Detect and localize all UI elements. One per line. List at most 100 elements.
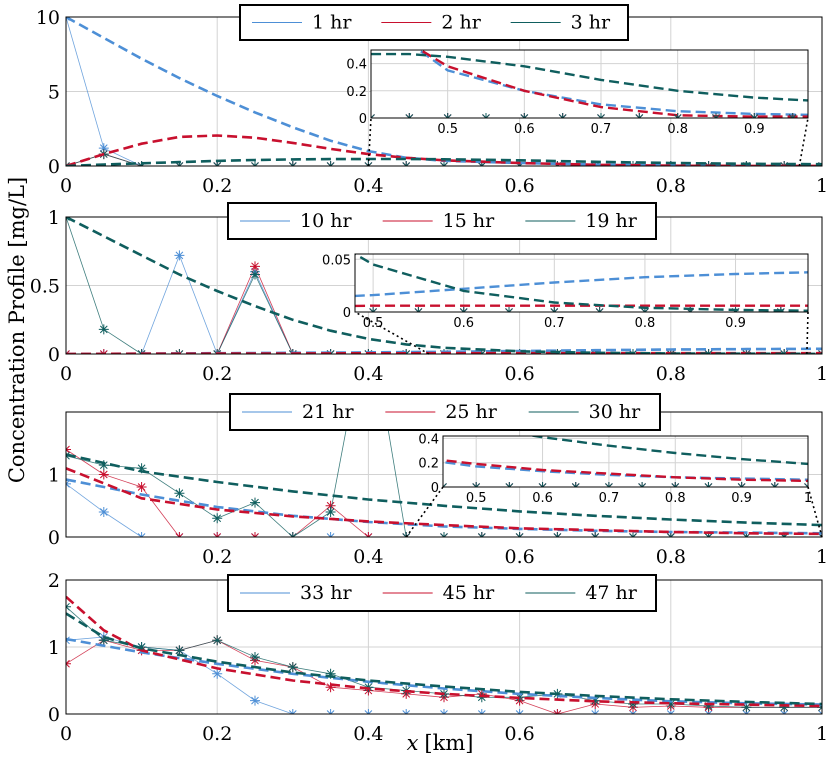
inset-model-curve-3 bbox=[527, 436, 808, 466]
legend-box bbox=[227, 202, 657, 240]
x-tick-label-5: 1 bbox=[816, 723, 828, 745]
y-tick-label-1: 5 bbox=[48, 82, 60, 104]
series-line-1 bbox=[66, 254, 822, 354]
x-tick-label-1: 0.4 bbox=[353, 546, 383, 568]
inset-model-curve-1 bbox=[443, 460, 808, 481]
marker-1-3 bbox=[174, 250, 185, 261]
x-tick-label-0: 0 bbox=[60, 363, 72, 385]
x-tick-label-5: 1 bbox=[816, 175, 828, 197]
marker-3-19 bbox=[779, 702, 790, 713]
inset: 0.5 0.6 0.7 0.8 0.9 0 0.2 0.4 bbox=[346, 49, 809, 167]
marker-1-1 bbox=[98, 507, 109, 517]
x-tick-label-4: 1 bbox=[816, 546, 828, 568]
legend: 1 hr 2 hr 3 hr bbox=[239, 4, 629, 41]
x-tick-label-3: 0.6 bbox=[504, 175, 534, 197]
inset-x-tick-label-1: 0.6 bbox=[453, 316, 474, 331]
x-tick-label-1: 0.2 bbox=[202, 723, 232, 745]
inset-y-tick-label-2: 0.4 bbox=[346, 58, 367, 73]
inset-frame bbox=[442, 435, 809, 488]
marker-2-7 bbox=[325, 500, 336, 511]
legend-label-3: 47 hr bbox=[585, 582, 637, 604]
x-axis-label-var: x bbox=[407, 731, 419, 755]
inset-y-tick-label-0: 0 bbox=[431, 481, 439, 496]
x-tick-label-1: 0.2 bbox=[202, 175, 232, 197]
legend: 21 hr 25 hr 30 hr bbox=[229, 393, 661, 431]
inset-model-curve-1 bbox=[355, 271, 808, 298]
inset-connector-left bbox=[367, 117, 372, 167]
marker-3-11 bbox=[476, 692, 487, 703]
marker-3-7 bbox=[325, 668, 336, 679]
x-tick-label-2: 0.6 bbox=[504, 546, 534, 568]
model-curve-3 bbox=[66, 612, 822, 706]
inset-data bbox=[443, 436, 808, 487]
x-tick-label-4: 0.8 bbox=[656, 175, 686, 197]
marker-3-15 bbox=[628, 698, 638, 709]
inset-connector-right bbox=[806, 311, 809, 355]
marker-2-7 bbox=[325, 682, 336, 693]
legend: 33 hr 45 hr 47 hr bbox=[227, 574, 657, 612]
legend-label-1: 1 hr bbox=[312, 12, 352, 34]
inset-x-tick-label-0: 0.5 bbox=[437, 122, 458, 137]
x-tick-label-1: 0.2 bbox=[202, 363, 232, 385]
legend-label-2: 25 hr bbox=[445, 401, 497, 423]
inset: 0.5 0.6 0.7 0.8 0.9 0 0.05 bbox=[322, 253, 809, 355]
marker-3-5 bbox=[250, 497, 260, 508]
panel-4: 0 0.2 0.4 0.6 0.8 1 0 1 2 33 hr 45 hr 47 hr bbox=[48, 570, 828, 745]
inset-connector-right bbox=[798, 117, 809, 167]
x-axis-label-unit: [km] bbox=[424, 731, 473, 755]
legend: 10 hr 15 hr 19 hr bbox=[227, 202, 657, 240]
x-tick-label-2: 0.4 bbox=[353, 175, 383, 197]
legend-label-1: 33 hr bbox=[300, 582, 352, 604]
x-tick-label-0: 0 bbox=[60, 723, 72, 745]
model-curve-2 bbox=[66, 595, 822, 708]
inset-connector-right bbox=[807, 486, 823, 538]
marker-1-5 bbox=[250, 695, 260, 706]
model-curve-2 bbox=[66, 134, 822, 166]
inset-x-tick-label-1: 0.6 bbox=[514, 122, 535, 137]
inset-x-tick-label-3: 0.8 bbox=[665, 491, 686, 506]
marker-3-16 bbox=[665, 698, 676, 709]
marker-3-4 bbox=[212, 635, 223, 646]
inset-x-tick-label-0: 0.5 bbox=[363, 316, 384, 331]
x-tick-label-3: 0.6 bbox=[504, 363, 534, 385]
marker-3-14 bbox=[590, 695, 601, 706]
x-axis-label: x [km] bbox=[407, 731, 474, 755]
legend-label-1: 10 hr bbox=[300, 210, 352, 232]
y-tick-label-0: 0 bbox=[48, 527, 60, 549]
y-axis-label: Concentration Profile [mg/L] bbox=[5, 177, 29, 483]
legend-label-1: 21 hr bbox=[302, 401, 354, 423]
y-tick-label-1: 1 bbox=[48, 465, 60, 487]
inset-x-tick-label-2: 0.7 bbox=[591, 122, 612, 137]
inset-y-tick-label-1: 0.2 bbox=[346, 85, 367, 100]
legend-box bbox=[227, 574, 657, 612]
legend-box bbox=[239, 4, 629, 41]
inset-model-curve-3 bbox=[371, 52, 808, 102]
marker-3-4 bbox=[212, 513, 223, 524]
y-tick-label-2: 1 bbox=[48, 207, 60, 229]
marker-3-5 bbox=[250, 652, 260, 663]
inset-data bbox=[371, 50, 808, 118]
inset-x-tick-label-1: 0.6 bbox=[532, 491, 553, 506]
inset-y-tick-label-0: 0 bbox=[343, 306, 351, 321]
marker-2-2 bbox=[136, 482, 147, 492]
data-area bbox=[66, 595, 822, 714]
inset-y-tick-label-1: 0.05 bbox=[322, 253, 351, 268]
inset-x-tick-label-4: 0.9 bbox=[725, 316, 746, 331]
y-tick-label-0: 0 bbox=[48, 704, 60, 726]
legend-box bbox=[229, 393, 661, 431]
marker-3-3 bbox=[174, 488, 185, 499]
inset-area bbox=[371, 50, 808, 118]
marker-2-1 bbox=[98, 469, 109, 480]
inset-x-tick-label-0: 0.5 bbox=[466, 491, 487, 506]
inset-y-tick-label-2: 0.4 bbox=[418, 432, 439, 447]
marker-3-1 bbox=[98, 324, 109, 335]
marker-3-12 bbox=[514, 692, 525, 703]
inset-connector-left bbox=[354, 311, 430, 355]
x-tick-label-3: 0.8 bbox=[656, 546, 686, 568]
legend-label-3: 19 hr bbox=[585, 210, 637, 232]
legend-label-3: 30 hr bbox=[589, 401, 641, 423]
y-tick-label-0: 0 bbox=[48, 344, 60, 366]
inset-x-tick-label-5: 1 bbox=[804, 491, 812, 506]
y-tick-label-0: 0 bbox=[48, 156, 60, 178]
